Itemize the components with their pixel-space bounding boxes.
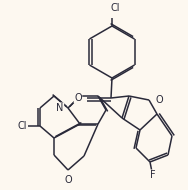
- Text: F: F: [150, 170, 156, 180]
- Text: Cl: Cl: [110, 3, 120, 13]
- Text: O: O: [64, 175, 72, 185]
- Text: N: N: [56, 103, 64, 113]
- Text: Cl: Cl: [17, 121, 27, 131]
- Text: O: O: [74, 93, 82, 103]
- Text: O: O: [155, 95, 163, 105]
